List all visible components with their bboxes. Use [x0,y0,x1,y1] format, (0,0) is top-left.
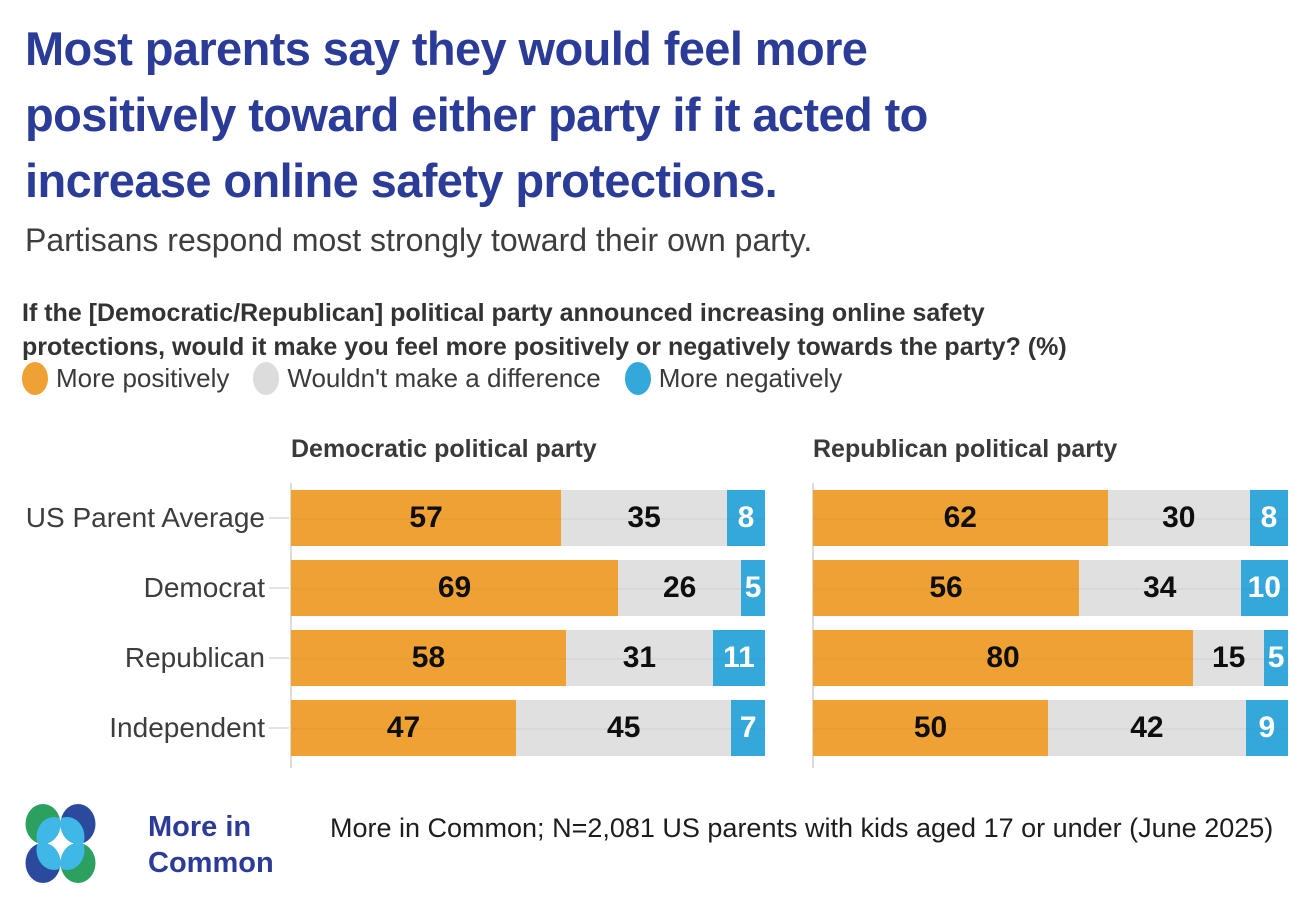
legend-label: More positively [56,363,230,393]
bar-segment-neutral: 31 [565,630,713,686]
bar-segment-negative: 10 [1240,560,1288,616]
subtitle: Partisans respond most strongly toward t… [25,222,813,258]
bar-value-label: 8 [1260,501,1278,534]
axis-tick [269,727,289,729]
bar-value-label: 10 [1247,571,1281,604]
bar-segment-negative: 8 [1250,490,1288,546]
legend-item-negative: More negatively [624,362,843,395]
more-in-common-logo-icon [25,804,96,883]
bar-value-label: 34 [1143,571,1177,604]
survey-question: If the [Democratic/Republican] political… [22,296,1067,364]
bar-value-label: 5 [1267,641,1285,674]
bar-segment-negative: 7 [731,700,765,756]
page-title-line: Most parents say they would feel more [25,22,868,75]
row-label-text: US Parent Average [25,502,265,533]
bar-value-label: 8 [737,501,755,534]
axis-tick [269,657,289,659]
axis-tick [269,517,289,519]
bar-value-label: 30 [1162,501,1196,534]
bar-value-label: 50 [913,711,948,744]
bar-segment-neutral: 35 [561,490,728,546]
bar-row: 57 35 8 [291,490,765,546]
row-label-text: Republican [124,642,265,673]
bar-value-label: 62 [943,501,977,534]
bar-segment-neutral: 26 [618,560,742,616]
page-title-line: positively toward either party if it act… [25,88,928,141]
panel-headers: Democratic political party Republican po… [20,435,1288,463]
bar-segment-positive: 56 [813,560,1079,616]
row-label: Republican [20,630,291,686]
bar-value-label: 7 [739,711,757,744]
bar-segment-neutral: 30 [1107,490,1250,546]
row-label: Democrat [20,560,291,616]
bar-segment-positive: 47 [291,700,517,756]
bar-value-label: 5 [744,571,762,604]
bar-value-label: 69 [437,571,472,604]
bar-segment-positive: 50 [813,700,1049,756]
bar-value-label: 9 [1258,711,1276,744]
chart-body: US Parent Average Democrat Republican Indep… [20,483,1288,768]
bar-value-label: 56 [929,571,963,604]
bar-row: 58 31 11 [291,630,765,686]
logo-wordmark: More in Common [148,809,274,881]
bar-segment-negative: 11 [712,630,765,686]
bar-value-label: 26 [662,571,697,604]
bar-value-label: 35 [627,501,661,534]
bar-segment-neutral: 42 [1048,700,1246,756]
legend-label: Wouldn't make a difference [287,363,601,393]
bar-segment-neutral: 34 [1079,560,1241,616]
bar-segment-negative: 5 [1264,630,1288,686]
legend-label: More negatively [658,363,843,393]
bar-segment-neutral: 15 [1193,630,1265,686]
row-label-text: Democrat [143,572,265,603]
bar-value-label: 47 [386,711,421,744]
panel-title-republican: Republican political party [813,435,1118,463]
bar-segment-positive: 69 [291,560,619,616]
bar-value-label: 15 [1211,641,1246,674]
bar-segment-negative: 9 [1245,700,1288,756]
bar-value-label: 58 [411,641,446,674]
header: Most parents say they would feel more po… [25,16,928,260]
negative-dot-icon [624,362,651,395]
bar-segment-negative: 5 [741,560,765,616]
bar-row: 47 45 7 [291,700,765,756]
bar-value-label: 31 [622,641,657,674]
axis-tick [269,587,289,589]
logo-wordmark-line: Common [148,847,274,879]
bar-segment-neutral: 45 [516,700,732,756]
legend: More positively Wouldn't make a differen… [22,362,842,395]
legend-item-neutral: Wouldn't make a difference [253,362,601,395]
legend-item-positive: More positively [22,362,229,395]
page-title-line: increase online safety protections. [25,154,778,207]
bar-value-label: 45 [607,711,641,744]
row-label: Independent [20,700,291,756]
survey-question-line: If the [Democratic/Republican] political… [22,299,985,327]
bar-row: 69 26 5 [291,560,765,616]
bar-segment-positive: 80 [813,630,1193,686]
bar-value-label: 80 [986,641,1020,674]
bar-value-label: 11 [723,641,755,674]
chart-area: Democratic political party Republican po… [20,435,1288,768]
bar-row: 50 42 9 [813,700,1288,756]
row-label: US Parent Average [20,490,291,546]
neutral-dot-icon [253,362,280,395]
survey-question-line: protections, would it make you feel more… [22,333,1067,361]
bar-segment-positive: 62 [813,490,1108,546]
bar-value-label: 42 [1130,711,1164,744]
bar-segment-positive: 58 [291,630,566,686]
bar-segment-negative: 8 [727,490,765,546]
bar-segment-positive: 57 [291,490,562,546]
bar-value-label: 57 [409,501,443,534]
bar-row: 62 30 8 [813,490,1288,546]
category-labels: US Parent Average Democrat Republican Indep… [20,490,291,756]
panel-republican: 62 30 8 56 34 10 80 15 5 50 42 9 [812,483,1288,768]
row-label-text: Independent [109,712,265,743]
logo-wordmark-line: More in [148,811,252,843]
bar-row: 56 34 10 [813,560,1288,616]
source-attribution: More in Common; N=2,081 US parents with … [330,813,1274,843]
panel-democratic: 57 35 8 69 26 5 58 31 11 47 45 7 [290,483,765,768]
bar-row: 80 15 5 [813,630,1288,686]
positive-dot-icon [22,362,48,395]
panel-title-democratic: Democratic political party [291,435,597,463]
